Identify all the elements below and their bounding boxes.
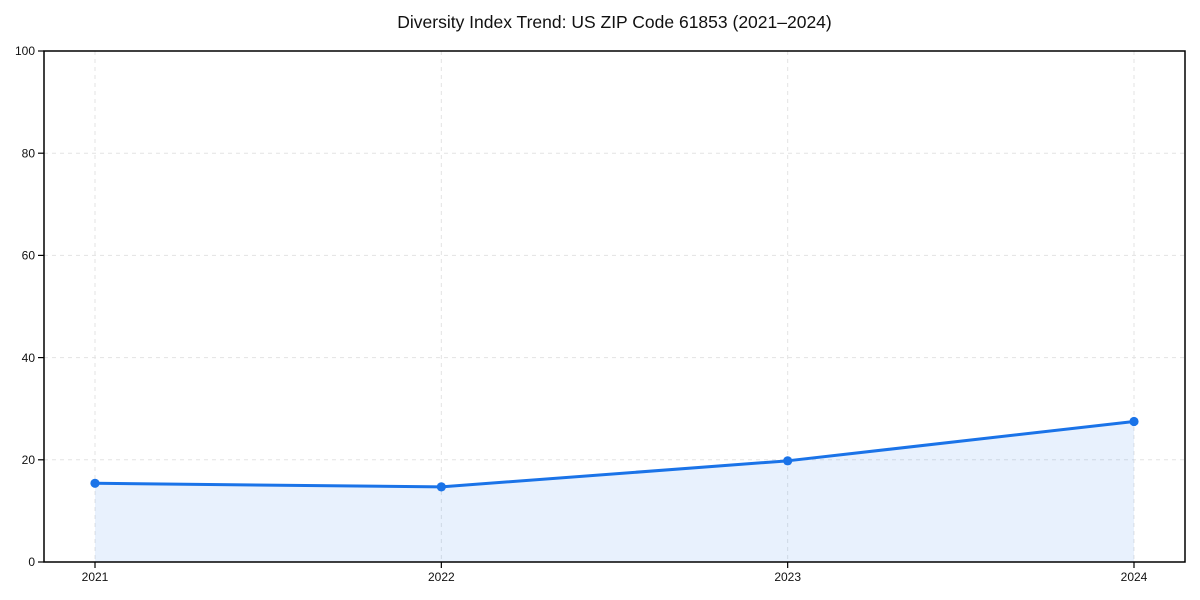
x-tick-label-2023: 2023 (774, 570, 801, 584)
data-point-2024 (1129, 416, 1139, 427)
x-tick-label-2024: 2024 (1121, 570, 1148, 584)
series-line (93, 419, 1136, 489)
y-tick-label-80: 80 (22, 146, 36, 160)
data-point-2023 (783, 456, 793, 466)
y-tick-label-20: 20 (22, 453, 36, 467)
plot-border (43, 50, 1186, 563)
series-area-fill (95, 421, 1134, 562)
y-tick-label-0: 0 (28, 555, 35, 569)
x-tick-label-2021: 2021 (82, 570, 109, 584)
x-tick-label-2022: 2022 (428, 570, 455, 584)
data-point-2021 (90, 478, 100, 488)
y-tick-label-40: 40 (22, 351, 36, 365)
y-tick-label-100: 100 (15, 44, 35, 58)
chart-title: Diversity Index Trend: US ZIP Code 61853… (397, 12, 832, 32)
data-point-2022 (436, 482, 446, 492)
y-tick-label-60: 60 (22, 249, 36, 263)
